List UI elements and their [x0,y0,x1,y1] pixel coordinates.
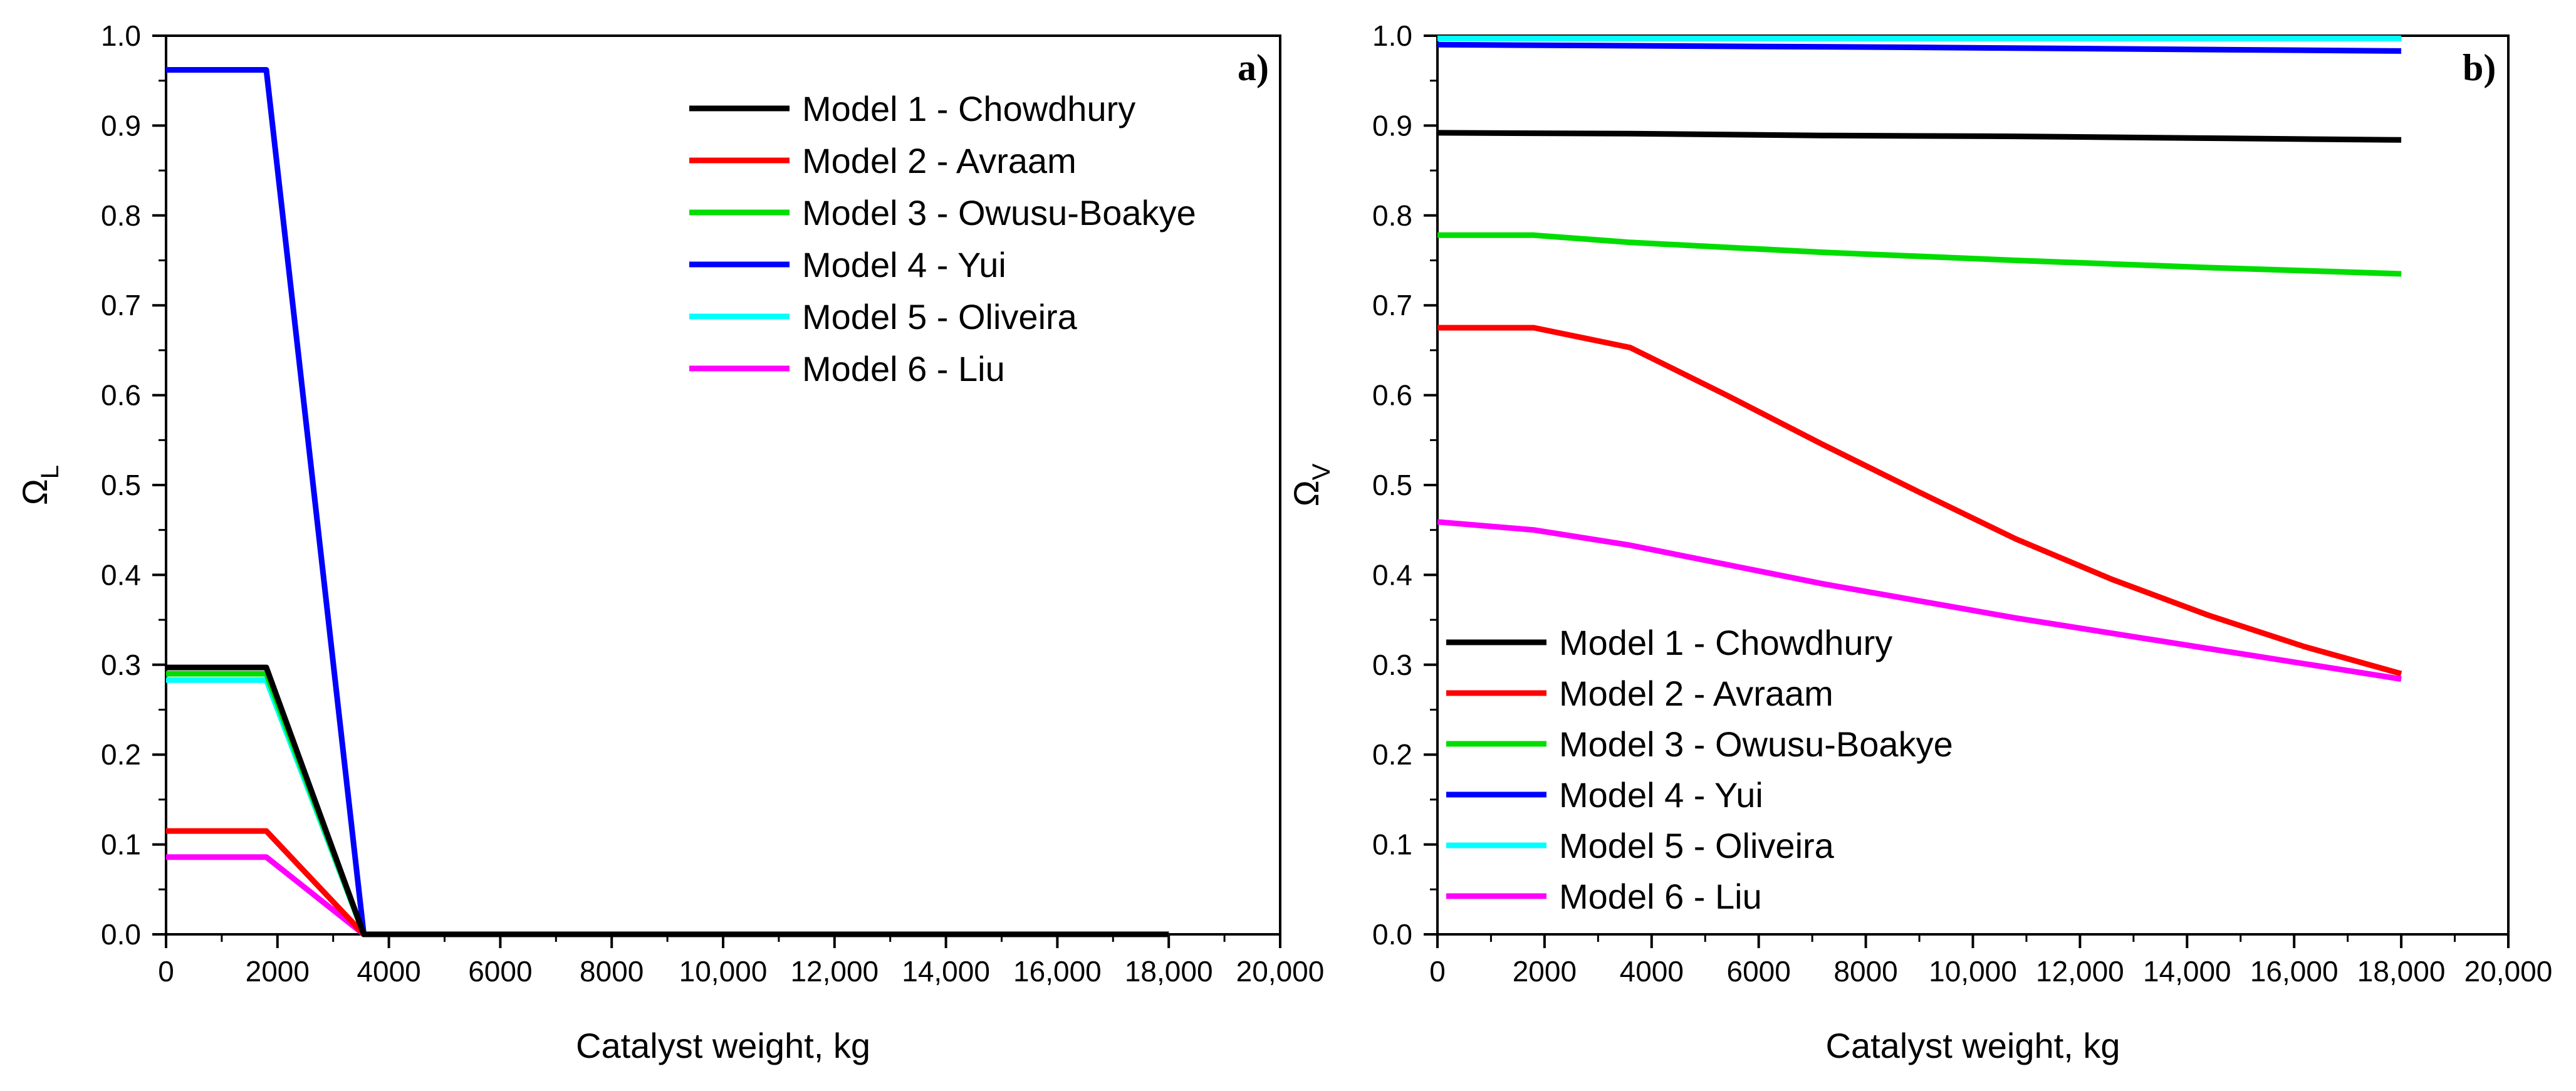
y-tick-label: 0.4 [101,558,141,591]
x-axis-title: Catalyst weight, kg [1826,1026,2120,1065]
x-tick-label: 0 [158,955,174,988]
y-tick-label: 0.8 [1372,199,1412,232]
x-tick-label: 8000 [580,955,644,988]
y-tick-label: 0.9 [101,109,141,142]
y-tick-label: 0.2 [1372,738,1412,771]
y-tick-label: 0.5 [101,469,141,501]
series-line-1 [166,664,1169,937]
y-axis-subscript: L [36,465,64,479]
y-tick-label: 0.2 [101,738,141,771]
y-tick-label: 1.0 [101,19,141,52]
chart-panel-b: 0 2000 4000 6000 8000 10,000 12,000 14,000 16,00… [1286,19,2552,1065]
x-tick-label: 10,000 [1929,955,2017,988]
legend: Model 1 - Chowdhury Model 2 - Avraam Model… [689,89,1196,389]
y-tick-label: 0.8 [101,199,141,232]
legend-label-6: Model 6 - Liu [802,349,1005,389]
x-tick-label: 6000 [1727,955,1791,988]
legend-label-3: Model 3 - Owusu-Boakye [802,193,1196,232]
legend-label-4: Model 4 - Yui [1559,775,1763,815]
x-tick-label: 14,000 [902,955,990,988]
legend-label-4: Model 4 - Yui [802,245,1006,284]
x-tick-label: 20,000 [1236,955,1325,988]
legend-label-5: Model 5 - Oliveira [802,297,1078,337]
x-tick-label: 12,000 [790,955,879,988]
x-tick-label: 18,000 [2357,955,2446,988]
y-axis-subscript: V [1308,463,1335,480]
legend: Model 1 - Chowdhury Model 2 - Avraam Model… [1446,623,1953,916]
legend-label-5: Model 5 - Oliveira [1559,826,1835,865]
panel-label: a) [1238,47,1269,88]
y-tick-label: 0.5 [1372,469,1412,501]
x-tick-label: 16,000 [1013,955,1102,988]
y-tick-label: 0.3 [101,649,141,681]
series-line-4 [1437,41,2402,54]
y-tick-label: 0.4 [1372,558,1412,591]
x-tick-label: 12,000 [2036,955,2124,988]
x-tick-label: 16,000 [2250,955,2339,988]
series-line-2 [166,828,1169,937]
legend-label-6: Model 6 - Liu [1559,877,1762,916]
x-tick-label: 2000 [246,955,310,988]
series-line-1 [1437,130,2402,143]
series-line-3 [1437,232,2402,277]
y-tick-label: 0.1 [101,828,141,861]
x-tick-label: 18,000 [1125,955,1213,988]
y-tick-label: 0.0 [101,918,141,951]
x-tick-label: 2000 [1513,955,1577,988]
legend-label-3: Model 3 - Owusu-Boakye [1559,724,1953,764]
y-tick-label: 0.0 [1372,918,1412,951]
panel-label: b) [2463,47,2496,88]
y-axis-title: ΩV [1286,463,1335,506]
x-axis-title: Catalyst weight, kg [576,1026,870,1065]
legend-label-2: Model 2 - Avraam [802,141,1077,180]
y-tick-label: 1.0 [1372,19,1412,52]
y-tick-label: 0.3 [1372,649,1412,681]
x-tick-label: 4000 [1620,955,1684,988]
legend-label-1: Model 1 - Chowdhury [1559,623,1892,662]
x-tick-label: 8000 [1833,955,1897,988]
legend-label-2: Model 2 - Avraam [1559,674,1833,713]
y-tick-label: 0.1 [1372,828,1412,861]
y-tick-label: 0.7 [101,289,141,321]
x-tick-label: 6000 [468,955,532,988]
y-tick-label: 0.6 [101,379,141,412]
plot-frame [165,34,1281,936]
series-line-6 [1437,519,2402,682]
chart-panel-a: 0 2000 4000 6000 8000 10,000 12,000 14,000 16,00… [15,19,1324,1065]
y-tick-label: 0.7 [1372,289,1412,321]
x-tick-label: 20,000 [2464,955,2553,988]
series-line-2 [1437,325,2402,677]
x-tick-label: 4000 [357,955,420,988]
y-axis-title: ΩL [15,465,64,505]
x-tick-label: 14,000 [2143,955,2231,988]
series-line-6 [166,854,1169,937]
x-tick-label: 0 [1429,955,1446,988]
y-tick-label: 0.9 [1372,109,1412,142]
legend-label-1: Model 1 - Chowdhury [802,89,1135,128]
x-tick-label: 10,000 [679,955,768,988]
y-tick-label: 0.6 [1372,379,1412,412]
